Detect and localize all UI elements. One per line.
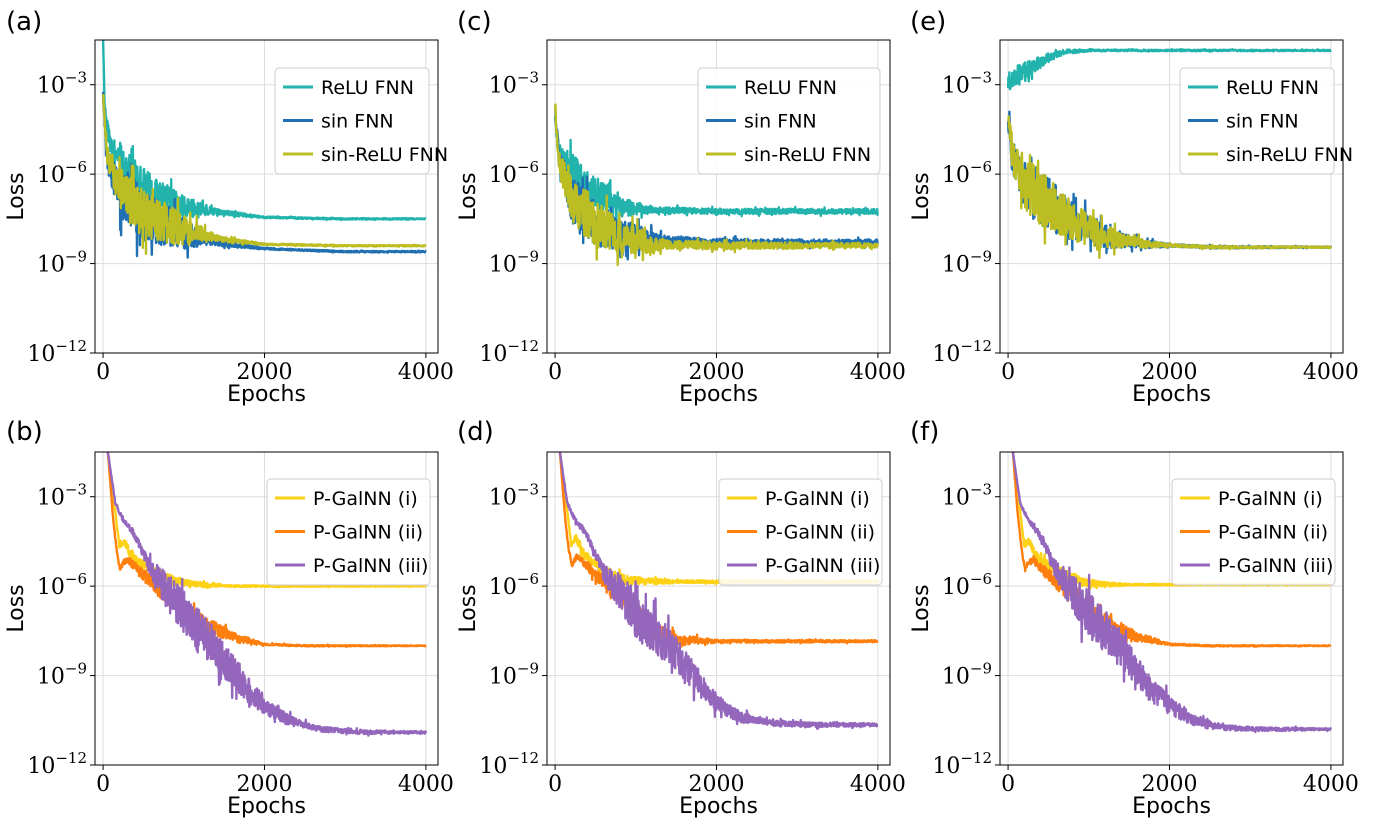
legend-entry: ReLU FNN bbox=[321, 77, 414, 99]
legend-entry: P-GalNN (ii) bbox=[1218, 522, 1328, 544]
y-tick-label: 10−12 bbox=[932, 749, 992, 779]
y-tick-label: 10−12 bbox=[479, 749, 539, 779]
x-tick-label: 0 bbox=[548, 360, 562, 385]
legend-entry: sin FNN bbox=[321, 111, 394, 133]
legend-entry: P-GalNN (ii) bbox=[765, 522, 875, 544]
panel-label: (b) bbox=[6, 417, 43, 447]
y-tick-label: 10−6 bbox=[942, 158, 992, 188]
legend: ReLU FNN sin FNN sin-ReLU FNN bbox=[275, 68, 448, 174]
legend-entry: P-GalNN (iii) bbox=[765, 555, 880, 577]
subplot-d: 02000400010−310−610−910−12EpochsLoss(d)P… bbox=[456, 417, 906, 819]
x-tick-label: 4000 bbox=[1303, 772, 1359, 797]
panel-label: (e) bbox=[910, 7, 946, 37]
x-tick-label: 0 bbox=[96, 360, 110, 385]
y-tick-label: 10−9 bbox=[489, 248, 539, 278]
panel-label: (a) bbox=[6, 7, 42, 37]
legend-entry: P-GalNN (i) bbox=[1218, 488, 1323, 510]
panel-label: (c) bbox=[457, 7, 492, 37]
y-axis-label: Loss bbox=[909, 584, 934, 632]
y-tick-label: 10−3 bbox=[37, 481, 87, 511]
panel-label: (d) bbox=[457, 417, 494, 447]
legend: P-GalNN (i) P-GalNN (ii) P-GalNN (iii) bbox=[719, 479, 882, 585]
subplot-c: 02000400010−310−610−910−12EpochsLoss(c)R… bbox=[456, 7, 906, 407]
y-tick-label: 10−12 bbox=[479, 337, 539, 367]
y-tick-label: 10−6 bbox=[942, 570, 992, 600]
legend: ReLU FNN sin FNN sin-ReLU FNN bbox=[698, 68, 880, 174]
y-tick-label: 10−6 bbox=[489, 570, 539, 600]
legend-entry: P-GalNN (i) bbox=[765, 488, 870, 510]
legend-entry: sin-ReLU FNN bbox=[744, 144, 871, 166]
x-axis-label: Epochs bbox=[679, 382, 758, 407]
x-axis-label: Epochs bbox=[227, 382, 306, 407]
legend-entry: sin-ReLU FNN bbox=[321, 144, 448, 166]
legend-entry: ReLU FNN bbox=[1226, 77, 1319, 99]
x-axis-label: Epochs bbox=[1132, 794, 1211, 819]
x-tick-label: 4000 bbox=[1303, 360, 1359, 385]
subplot-a: 02000400010−310−610−910−12EpochsLoss(a)R… bbox=[4, 7, 454, 407]
y-tick-label: 10−9 bbox=[942, 660, 992, 690]
legend: ReLU FNN sin FNN sin-ReLU FNN bbox=[1180, 68, 1353, 174]
legend: P-GalNN (i) P-GalNN (ii) P-GalNN (iii) bbox=[267, 479, 430, 585]
y-tick-label: 10−3 bbox=[942, 69, 992, 99]
y-tick-label: 10−12 bbox=[932, 337, 992, 367]
x-axis-label: Epochs bbox=[679, 794, 758, 819]
x-tick-label: 4000 bbox=[850, 772, 906, 797]
y-tick-label: 10−6 bbox=[489, 158, 539, 188]
x-tick-label: 0 bbox=[548, 772, 562, 797]
x-tick-label: 4000 bbox=[398, 360, 454, 385]
x-tick-label: 0 bbox=[1001, 772, 1015, 797]
y-tick-label: 10−3 bbox=[489, 481, 539, 511]
legend-entry: sin-ReLU FNN bbox=[1226, 144, 1353, 166]
y-tick-label: 10−9 bbox=[489, 660, 539, 690]
y-tick-label: 10−12 bbox=[27, 749, 87, 779]
y-axis-label: Loss bbox=[4, 584, 29, 632]
y-tick-label: 10−9 bbox=[37, 248, 87, 278]
x-tick-label: 0 bbox=[1001, 360, 1015, 385]
legend: P-GalNN (i) P-GalNN (ii) P-GalNN (iii) bbox=[1172, 479, 1335, 585]
legend-entry: P-GalNN (i) bbox=[313, 488, 418, 510]
y-axis-label: Loss bbox=[456, 584, 481, 632]
legend-entry: P-GalNN (ii) bbox=[313, 522, 423, 544]
y-tick-label: 10−12 bbox=[27, 337, 87, 367]
y-tick-label: 10−3 bbox=[489, 69, 539, 99]
y-axis-label: Loss bbox=[909, 172, 934, 220]
x-tick-label: 4000 bbox=[850, 360, 906, 385]
y-tick-label: 10−6 bbox=[37, 158, 87, 188]
subplot-f: 02000400010−310−610−910−12EpochsLoss(f)P… bbox=[909, 417, 1359, 819]
x-tick-label: 4000 bbox=[398, 772, 454, 797]
legend-entry: sin FNN bbox=[1226, 111, 1299, 133]
legend-entry: sin FNN bbox=[744, 111, 817, 133]
x-axis-label: Epochs bbox=[227, 794, 306, 819]
y-axis-label: Loss bbox=[456, 172, 481, 220]
legend-entry: ReLU FNN bbox=[744, 77, 837, 99]
subplot-e: 02000400010−310−610−910−12EpochsLoss(e)R… bbox=[909, 7, 1359, 407]
panel-label: (f) bbox=[910, 417, 939, 447]
legend-entry: P-GalNN (iii) bbox=[1218, 555, 1333, 577]
x-tick-label: 0 bbox=[96, 772, 110, 797]
y-tick-label: 10−9 bbox=[37, 660, 87, 690]
y-axis-label: Loss bbox=[4, 172, 29, 220]
x-axis-label: Epochs bbox=[1132, 382, 1211, 407]
subplot-b: 02000400010−310−610−910−12EpochsLoss(b)P… bbox=[4, 417, 454, 819]
y-tick-label: 10−9 bbox=[942, 248, 992, 278]
legend-entry: P-GalNN (iii) bbox=[313, 555, 428, 577]
y-tick-label: 10−3 bbox=[942, 481, 992, 511]
y-tick-label: 10−6 bbox=[37, 570, 87, 600]
y-tick-label: 10−3 bbox=[37, 69, 87, 99]
